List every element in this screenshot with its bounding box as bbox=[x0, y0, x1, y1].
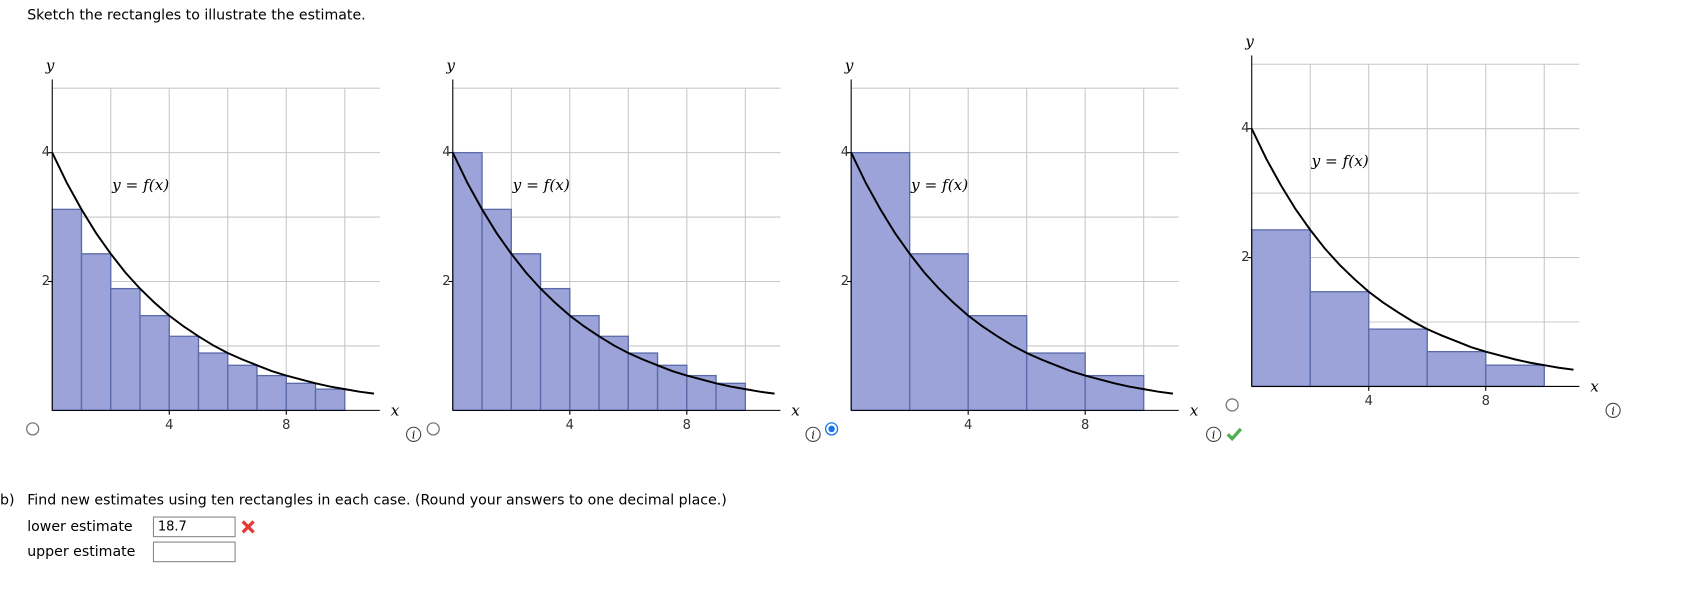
curve-label: y = f(x) bbox=[1311, 152, 1369, 170]
y-tick-label: 2 bbox=[42, 274, 50, 289]
x-tick-label: 4 bbox=[1365, 394, 1373, 409]
part-prompt: Find new estimates using ten rectangles … bbox=[27, 493, 727, 509]
x-axis-label: x bbox=[1190, 401, 1199, 419]
radio-button[interactable] bbox=[1225, 398, 1239, 412]
bar bbox=[539, 287, 571, 412]
bar bbox=[850, 151, 911, 412]
curve bbox=[1250, 128, 1574, 371]
svg-text:i: i bbox=[1212, 428, 1215, 441]
bar bbox=[227, 364, 258, 412]
y-tick-label: 4 bbox=[841, 145, 849, 160]
info-icon[interactable]: i bbox=[1206, 426, 1222, 442]
curve-label: y = f(x) bbox=[910, 176, 968, 194]
curve bbox=[850, 152, 1174, 395]
info-icon[interactable]: i bbox=[1605, 402, 1621, 419]
lower-value[interactable]: 18.7 bbox=[158, 519, 187, 534]
upper-label: upper estimate bbox=[27, 544, 135, 560]
bar bbox=[285, 382, 317, 412]
curve bbox=[451, 152, 775, 395]
y-axis-label: y bbox=[1244, 32, 1254, 50]
curve bbox=[51, 152, 375, 395]
chart: 4 8 2 4 x y y = f(x) bbox=[1225, 32, 1599, 412]
info-icon[interactable]: i bbox=[405, 426, 422, 442]
bar bbox=[1251, 229, 1311, 388]
bar bbox=[598, 335, 629, 412]
chart: 4 8 2 4 x y y = f(x) bbox=[824, 56, 1199, 436]
bar bbox=[967, 315, 1028, 412]
radio-dot bbox=[828, 425, 835, 433]
x-axis-label: x bbox=[1590, 378, 1599, 396]
bar bbox=[197, 352, 229, 412]
bar bbox=[510, 253, 542, 412]
bar bbox=[452, 151, 483, 412]
svg-text:i: i bbox=[412, 428, 415, 441]
instructions: Sketch the rectangles to illustrate the … bbox=[27, 7, 365, 23]
bar bbox=[256, 374, 287, 412]
svg-text:i: i bbox=[1611, 404, 1614, 417]
bar bbox=[51, 208, 83, 412]
curve-label: y = f(x) bbox=[111, 176, 169, 194]
bar bbox=[1485, 364, 1545, 388]
bar bbox=[139, 315, 170, 412]
x-tick-label: 8 bbox=[1081, 418, 1089, 433]
x-tick-label: 4 bbox=[165, 418, 173, 433]
bar bbox=[80, 253, 112, 412]
y-axis-label: y bbox=[445, 56, 455, 74]
bar bbox=[1026, 352, 1086, 412]
bar bbox=[314, 388, 346, 412]
bar bbox=[569, 315, 600, 412]
wrong-mark bbox=[241, 520, 255, 534]
bar bbox=[1309, 291, 1370, 388]
chart: 4 8 2 4 x y y = f(x) bbox=[426, 56, 800, 436]
y-tick-label: 2 bbox=[1241, 250, 1249, 265]
x-tick-label: 8 bbox=[683, 418, 691, 433]
x-tick-label: 8 bbox=[282, 418, 290, 433]
chart: 4 8 2 4 x y y = f(x) bbox=[26, 56, 400, 436]
y-tick-label: 2 bbox=[841, 274, 849, 289]
y-tick-label: 4 bbox=[42, 145, 50, 160]
bar bbox=[481, 208, 512, 412]
info-icon[interactable]: i bbox=[805, 426, 821, 442]
x-tick-label: 4 bbox=[566, 418, 574, 433]
y-tick-label: 4 bbox=[442, 145, 450, 160]
x-tick-label: 8 bbox=[1482, 394, 1490, 409]
bar bbox=[1084, 374, 1145, 412]
upper-input[interactable] bbox=[152, 541, 236, 563]
bar bbox=[627, 352, 659, 412]
bar bbox=[1368, 328, 1428, 388]
bar bbox=[686, 374, 717, 412]
x-tick-label: 4 bbox=[964, 418, 972, 433]
bar bbox=[656, 364, 688, 412]
radio-button[interactable] bbox=[26, 422, 40, 436]
bar bbox=[1426, 350, 1487, 388]
bar bbox=[168, 335, 200, 412]
correct-check bbox=[1226, 427, 1243, 442]
bar bbox=[110, 287, 141, 412]
bar bbox=[909, 253, 969, 412]
radio-button[interactable] bbox=[426, 422, 440, 436]
part-label: b) bbox=[0, 493, 15, 509]
x-axis-label: x bbox=[791, 401, 800, 419]
y-tick-label: 4 bbox=[1241, 121, 1249, 136]
svg-text:i: i bbox=[811, 428, 814, 441]
y-tick-label: 2 bbox=[442, 274, 450, 289]
x-axis-label: x bbox=[391, 401, 400, 419]
y-axis-label: y bbox=[45, 56, 55, 74]
lower-label: lower estimate bbox=[27, 519, 132, 535]
curve-label: y = f(x) bbox=[512, 176, 570, 194]
lower-input[interactable] bbox=[152, 516, 236, 538]
y-axis-label: y bbox=[844, 56, 854, 74]
